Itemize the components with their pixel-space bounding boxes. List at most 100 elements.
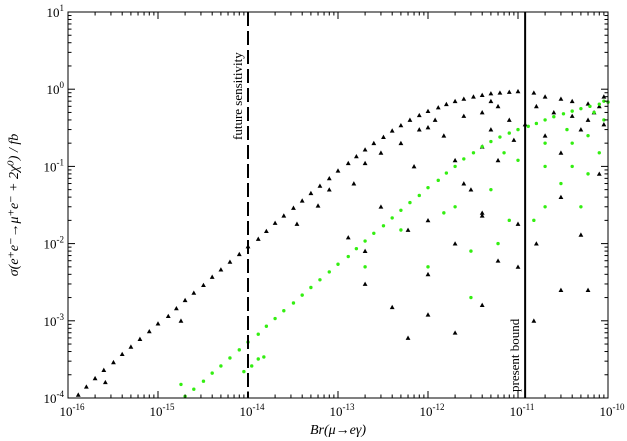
green-point xyxy=(597,102,601,106)
green-point xyxy=(534,121,539,126)
triangle-point xyxy=(201,282,206,288)
triangle-point xyxy=(236,251,242,257)
green-point xyxy=(570,164,574,169)
triangle-point xyxy=(299,198,305,203)
triangle-point xyxy=(362,160,368,166)
triangle-point xyxy=(511,137,517,142)
triangle-point xyxy=(443,101,449,107)
green-point xyxy=(179,382,183,387)
triangle-point xyxy=(378,150,384,155)
triangle-point xyxy=(452,98,458,104)
triangle-point xyxy=(585,117,591,122)
triangle-point xyxy=(101,367,107,372)
green-point xyxy=(442,211,446,215)
triangle-point xyxy=(326,187,332,192)
triangle-point xyxy=(531,318,537,323)
green-point xyxy=(462,157,466,161)
triangle-point xyxy=(102,379,108,385)
triangle-point xyxy=(173,305,179,311)
green-point xyxy=(372,231,376,235)
triangle-point xyxy=(405,335,411,340)
green-point xyxy=(561,112,566,116)
triangle-point xyxy=(335,168,341,173)
triangle-point xyxy=(569,98,575,104)
triangle-point xyxy=(425,125,431,130)
triangle-point xyxy=(569,113,575,118)
triangle-point xyxy=(452,330,458,335)
triangle-point xyxy=(425,271,431,277)
y-tick-label: 10-4 xyxy=(44,389,65,406)
triangle-point xyxy=(398,122,404,128)
green-point xyxy=(471,151,476,155)
triangle-point xyxy=(533,103,539,109)
green-point xyxy=(426,185,430,190)
triangle-point xyxy=(345,235,351,240)
triangle-point xyxy=(461,113,467,118)
green-point xyxy=(219,364,223,368)
green-circle-series xyxy=(179,99,610,399)
triangle-point xyxy=(497,90,503,95)
triangle-point xyxy=(471,94,476,99)
triangle-point xyxy=(425,108,431,114)
green-point xyxy=(498,135,502,139)
black-triangle-series xyxy=(75,88,607,397)
triangle-point xyxy=(479,302,485,307)
x-tick-label: 10-12 xyxy=(420,402,445,419)
triangle-point xyxy=(294,221,300,226)
triangle-point xyxy=(362,248,368,254)
triangle-point xyxy=(596,171,602,176)
green-point xyxy=(453,205,457,209)
y-tick-label: 10-2 xyxy=(44,235,65,252)
x-tick-label: 10-10 xyxy=(600,402,625,419)
green-point xyxy=(543,205,547,209)
triangle-point xyxy=(92,375,98,381)
triangle-point xyxy=(558,96,564,101)
green-point xyxy=(507,131,511,135)
green-point xyxy=(552,115,556,119)
triangle-point xyxy=(495,157,501,163)
green-point xyxy=(579,205,583,209)
green-point xyxy=(242,369,246,374)
green-point xyxy=(592,110,596,115)
triangle-point xyxy=(137,336,143,341)
green-point xyxy=(436,178,440,183)
triangle-point xyxy=(281,213,287,218)
x-tick-label: 10-16 xyxy=(60,402,85,419)
y-axis-title: σ(e⁺e⁻→μ⁺e⁻ + 2χ⁰) / fb xyxy=(7,134,22,276)
triangle-point xyxy=(506,89,512,94)
triangle-point xyxy=(542,94,548,99)
green-point xyxy=(237,348,241,352)
green-point xyxy=(588,104,592,109)
triangle-point xyxy=(479,213,485,218)
triangle-point xyxy=(291,205,296,210)
green-point xyxy=(516,127,520,132)
triangle-point xyxy=(488,91,494,96)
y-tick-labels: 10-4 10-3 10-2 10-1 100 101 xyxy=(44,3,65,406)
green-point xyxy=(408,200,412,205)
axes xyxy=(67,11,609,399)
green-point xyxy=(363,239,367,243)
triangle-point xyxy=(345,160,351,166)
triangle-point xyxy=(461,96,467,101)
triangle-point xyxy=(178,318,184,323)
green-point xyxy=(526,124,530,129)
triangle-point xyxy=(389,128,395,133)
green-point xyxy=(586,172,590,176)
y-tick-label: 10-3 xyxy=(44,312,65,329)
triangle-point xyxy=(558,150,564,155)
green-point xyxy=(228,356,232,360)
triangle-point xyxy=(182,297,188,303)
green-point xyxy=(300,293,304,297)
green-point xyxy=(579,106,583,111)
triangle-point xyxy=(218,267,224,272)
triangle-point xyxy=(542,133,548,138)
triangle-point xyxy=(495,103,501,109)
green-point xyxy=(516,158,520,162)
green-point xyxy=(346,254,350,259)
triangle-point xyxy=(378,204,384,209)
green-point xyxy=(507,218,511,223)
triangle-point xyxy=(585,287,591,292)
triangle-point xyxy=(432,117,438,122)
green-point xyxy=(565,127,569,132)
triangle-point xyxy=(533,241,539,246)
